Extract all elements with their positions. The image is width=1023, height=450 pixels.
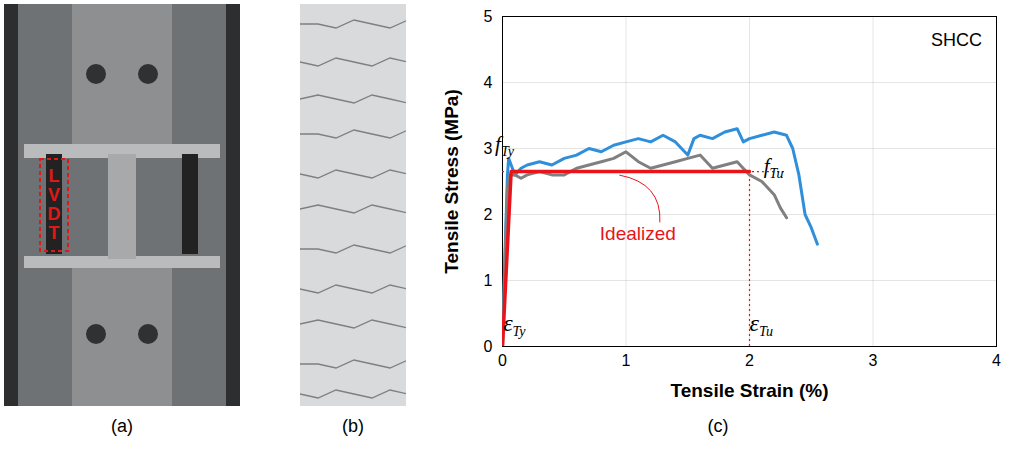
svg-text:T: T (49, 223, 60, 243)
html-text:(c): (c) (707, 416, 729, 436)
svg-text:3: 3 (869, 352, 878, 369)
svg-text:Tensile Strain (%): Tensile Strain (%) (670, 380, 828, 401)
svg-text:2: 2 (745, 352, 754, 369)
svg-text:4: 4 (992, 352, 1001, 369)
svg-text:3: 3 (484, 140, 493, 157)
svg-text:V: V (48, 185, 60, 205)
html-text:(a): (a) (111, 416, 133, 436)
html-text:(b): (b) (342, 416, 364, 436)
svg-text:1: 1 (622, 352, 631, 369)
svg-text:Tensile Stress (MPa): Tensile Stress (MPa) (441, 89, 462, 273)
svg-text:εTy: εTy (503, 310, 526, 339)
svg-text:fTu: fTu (764, 154, 784, 181)
svg-text:εTu: εTu (750, 310, 773, 339)
svg-text:4: 4 (484, 74, 493, 91)
svg-text:5: 5 (484, 8, 493, 25)
svg-text:0: 0 (484, 338, 493, 355)
svg-text:L: L (49, 166, 60, 186)
svg-text:0: 0 (498, 352, 507, 369)
svg-text:D: D (48, 204, 61, 224)
svg-text:fTy: fTy (495, 132, 515, 159)
svg-text:1: 1 (484, 272, 493, 289)
svg-text:Idealized: Idealized (600, 223, 676, 244)
svg-text:2: 2 (484, 206, 493, 223)
svg-text:SHCC: SHCC (931, 30, 982, 50)
